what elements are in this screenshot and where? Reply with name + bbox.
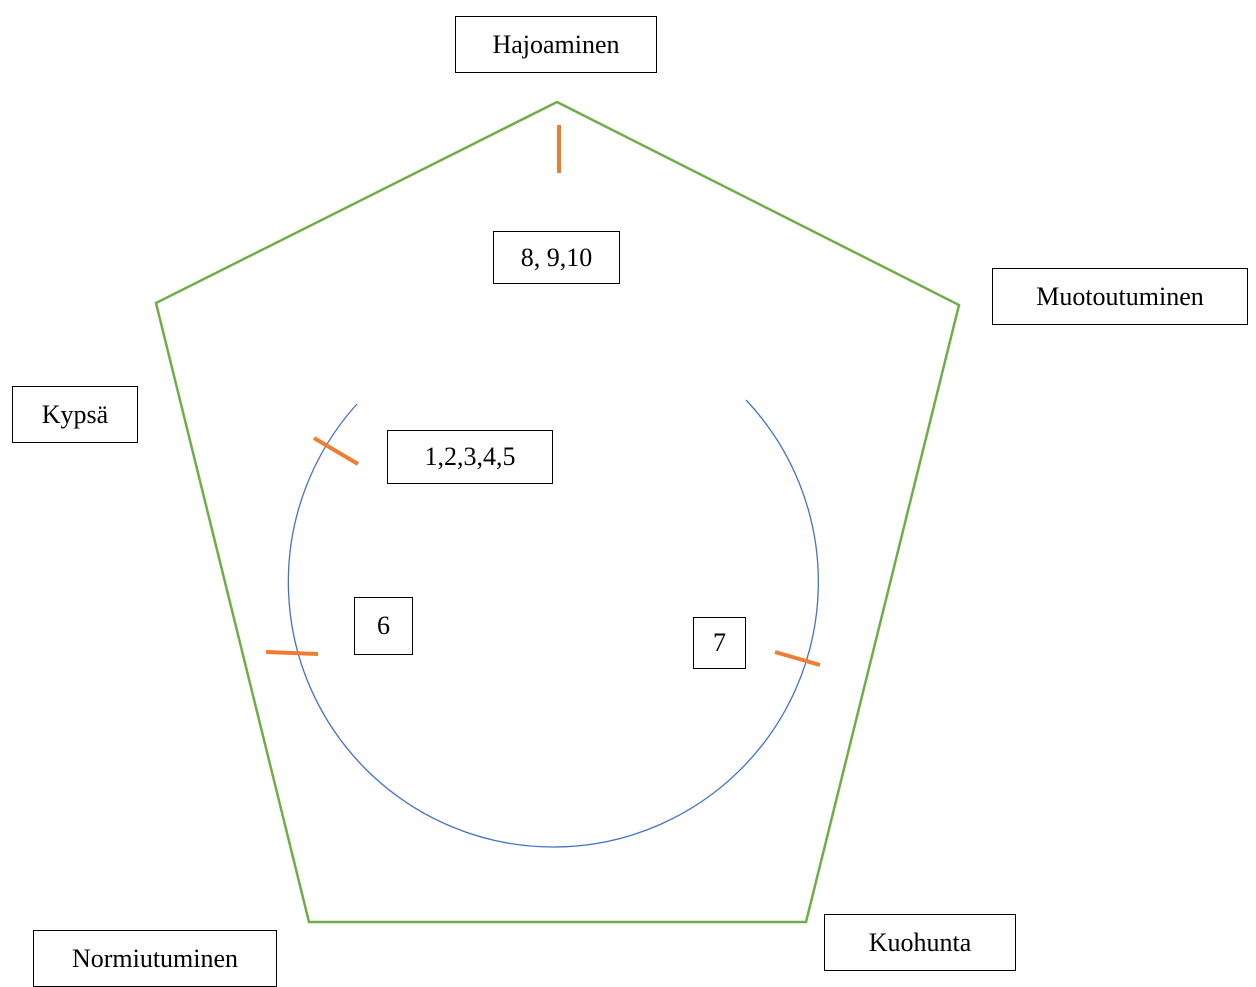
group-label: 8, 9,10 <box>493 231 620 284</box>
group-label: 6 <box>354 597 413 655</box>
tick <box>312 436 360 466</box>
stage-label: Kuohunta <box>824 914 1016 971</box>
pentagon <box>154 100 961 924</box>
cycle-arc <box>287 399 819 848</box>
stage-label: Hajoaminen <box>455 16 657 73</box>
stage-label: Kypsä <box>12 386 138 443</box>
group-label: 1,2,3,4,5 <box>387 430 553 484</box>
tick <box>774 650 821 667</box>
stage-label: Normiutuminen <box>33 930 277 987</box>
group-label: 7 <box>693 617 746 669</box>
tick <box>265 650 319 656</box>
stage-label: Muotoutuminen <box>992 268 1248 325</box>
